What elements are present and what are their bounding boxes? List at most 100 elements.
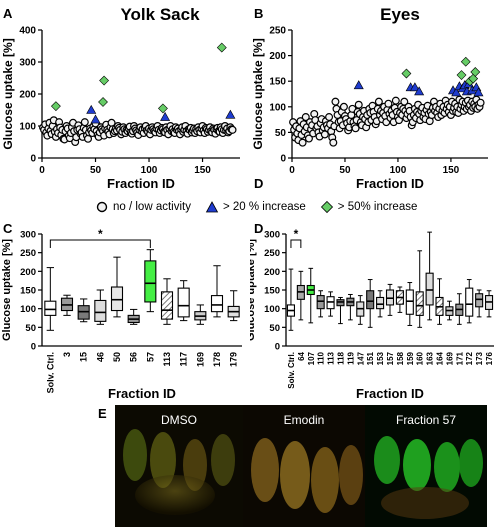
box-110: [316, 295, 325, 310]
data-point-diamond: [456, 70, 467, 80]
box-178: [210, 295, 224, 313]
data-point-diamond: [460, 56, 471, 67]
data-point-diamond: [401, 68, 412, 79]
micrograph-label-emodin: Emodin: [283, 413, 325, 427]
box-172: [465, 287, 474, 317]
x-tick-label: 0: [39, 165, 45, 176]
data-point-circle: [325, 113, 334, 122]
box-50: [110, 286, 124, 312]
category-label: 159: [406, 351, 415, 365]
y-tick-label: 0: [31, 342, 36, 353]
micrograph-fraction-57: Fraction 57: [365, 405, 487, 527]
y-tick-label: 100: [20, 304, 36, 315]
box-151: [366, 290, 375, 310]
x-axis-label: Fraction ID: [108, 386, 176, 401]
data-point-triangle: [90, 114, 101, 124]
category-label: 160: [416, 351, 425, 365]
y-tick-label: 200: [269, 51, 286, 62]
x-tick-label: 150: [194, 165, 211, 176]
data-point-circle: [374, 97, 383, 106]
data-point-diamond: [98, 97, 108, 107]
data-point-triangle: [86, 104, 97, 114]
box-117: [177, 287, 190, 318]
chart-b-title: Eyes: [380, 5, 420, 24]
legend-label-circle: no / low activity: [113, 201, 191, 213]
y-tick-label: 0: [30, 154, 36, 165]
significance-star: *: [294, 227, 299, 241]
y-tick-label: 250: [20, 248, 36, 259]
y-tick-label: 100: [269, 102, 286, 113]
data-point-circle: [400, 97, 409, 106]
panel-letter-d-upper: D: [254, 176, 264, 191]
category-label: 113: [162, 352, 172, 367]
y-tick-label: 50: [269, 323, 280, 334]
data-point-triangle: [473, 87, 484, 97]
legend: no / low activity > 20 % increase > 50% …: [95, 199, 485, 215]
y-axis-label: Glucose uptake [%]: [1, 239, 13, 341]
chart-a-title: Yolk Sack: [120, 5, 200, 24]
category-label: 64: [297, 351, 306, 360]
data-point-circle: [80, 118, 89, 127]
panel-letter-a: A: [3, 6, 13, 21]
category-label: 50: [112, 352, 122, 362]
y-tick-label: 200: [19, 90, 36, 101]
box-173: [475, 293, 484, 308]
y-tick-label: 250: [264, 248, 280, 259]
significance-bracket: [49, 239, 151, 248]
category-label: 57: [145, 352, 155, 362]
category-label: 163: [426, 351, 435, 365]
box-113: [160, 291, 174, 320]
x-tick-label: 0: [289, 165, 295, 176]
data-point-circle: [329, 138, 338, 147]
category-label: 172: [465, 351, 474, 365]
panel-letter-e: E: [98, 406, 107, 421]
box-57: [144, 260, 157, 303]
diamond-marker-icon: [320, 200, 333, 214]
y-tick-label: 150: [264, 286, 280, 297]
data-point-circle: [391, 96, 400, 105]
data-point-triangle: [225, 109, 236, 119]
box-46: [94, 299, 107, 322]
box-160: [415, 291, 424, 316]
x-tick-label: 50: [90, 165, 102, 176]
y-axis-label: Glucose uptake [%]: [1, 38, 15, 149]
significance-star: *: [98, 227, 103, 241]
category-label: 3: [62, 352, 72, 357]
data-point-circle: [298, 138, 307, 147]
category-label: 117: [179, 352, 189, 367]
legend-label-triangle: > 20 % increase: [222, 201, 306, 213]
significance-bracket: [290, 239, 302, 248]
data-point-diamond: [99, 75, 109, 86]
x-axis-label: Fraction ID: [356, 176, 424, 191]
x-axis-label: Fraction ID: [356, 386, 424, 401]
triangle-marker-icon: [205, 201, 219, 213]
circle-marker-icon: [96, 201, 108, 213]
x-tick-label: 50: [339, 165, 351, 176]
category-label: Solv. Ctrl.: [287, 352, 296, 389]
category-label: 151: [366, 351, 375, 365]
box-solvctrl: [44, 300, 57, 316]
x-tick-label: 100: [390, 165, 407, 176]
data-point-circle: [320, 130, 329, 139]
micrograph-dmso: DMSO: [115, 405, 243, 527]
larvae-image-dmso: [115, 405, 243, 527]
category-label: 119: [346, 351, 355, 364]
data-point-triangle: [414, 86, 425, 96]
box-163: [425, 272, 434, 306]
y-tick-label: 300: [20, 230, 36, 241]
y-tick-label: 50: [25, 323, 36, 334]
category-label: 113: [327, 351, 336, 364]
micrograph-emodin: Emodin: [243, 405, 365, 527]
y-tick-label: 100: [19, 122, 36, 133]
category-label: 46: [95, 352, 105, 362]
larvae-image-emodin: [243, 405, 365, 527]
box-chart-c: 0 50 100 150 200 250 300 Glucose uptake [%] Solv…: [1, 227, 242, 401]
y-tick-label: 100: [264, 304, 280, 315]
data-point-triangle: [409, 82, 420, 92]
category-label: 157: [386, 351, 395, 365]
category-label: 179: [229, 352, 239, 367]
y-tick-label: 400: [19, 26, 36, 37]
category-label: 173: [475, 351, 484, 365]
data-point-triangle: [353, 80, 364, 90]
